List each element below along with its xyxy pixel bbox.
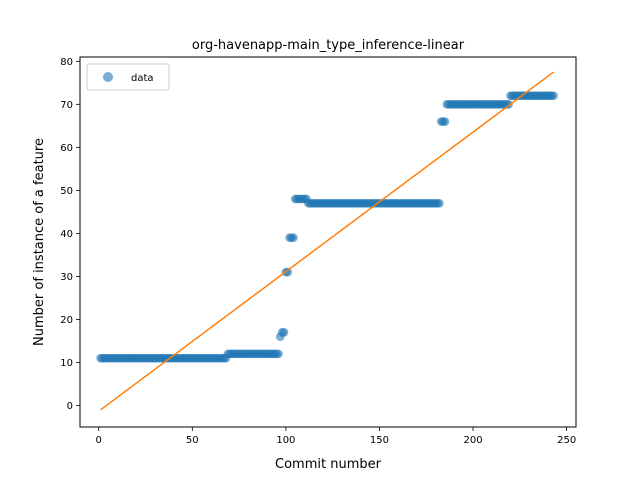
x-axis-label: Commit number: [275, 457, 382, 472]
chart-title: org-havenapp-main_type_inference-linear: [192, 38, 465, 53]
y-tick-label: 50: [60, 186, 73, 197]
y-axis: 0 10 20 30 40 50 60 70 80: [60, 57, 80, 412]
x-tick-label: 50: [186, 435, 199, 446]
data-point: [279, 328, 289, 337]
y-tick-label: 80: [60, 57, 73, 68]
y-tick-label: 70: [60, 100, 73, 111]
legend-marker: [103, 72, 113, 82]
x-tick-label: 200: [464, 435, 483, 446]
y-tick-label: 40: [60, 229, 73, 240]
axes-frame: [79, 56, 577, 428]
x-axis: 0 50 100 150 200 250: [96, 427, 576, 446]
legend: data: [86, 63, 170, 91]
x-tick-label: 150: [370, 435, 389, 446]
data-point: [549, 91, 558, 101]
legend-label: data: [131, 73, 154, 84]
data-point: [435, 198, 444, 208]
x-tick-label: 0: [96, 435, 102, 446]
legend-box: [86, 63, 170, 91]
data-point: [440, 117, 450, 126]
data-point: [283, 267, 293, 277]
y-tick-label: 60: [60, 143, 73, 154]
data-point: [274, 349, 283, 359]
plot-area: [96, 71, 558, 411]
fit-line: [100, 71, 554, 411]
x-tick-label: 250: [557, 435, 576, 446]
y-tick-label: 30: [60, 272, 73, 283]
y-axis-label: Number of instance of a feature: [32, 138, 47, 346]
data-point: [289, 233, 298, 242]
y-tick-label: 0: [67, 401, 73, 412]
x-tick-label: 100: [276, 435, 295, 446]
y-tick-label: 20: [60, 315, 73, 326]
y-tick-label: 10: [60, 358, 73, 369]
